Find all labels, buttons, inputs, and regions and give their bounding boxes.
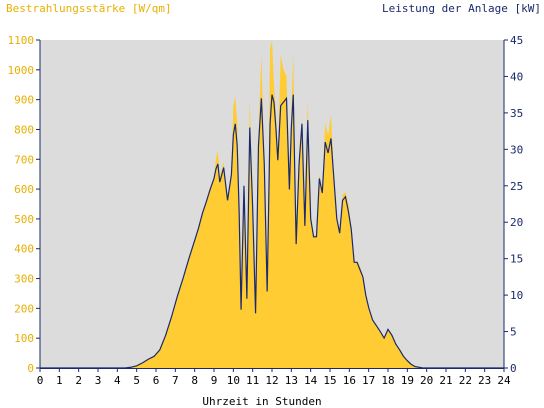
y-right-tick-label: 10: [510, 289, 523, 302]
x-tick-label: 14: [304, 374, 318, 387]
y-left-tick-label: 1100: [8, 34, 35, 47]
x-tick-label: 19: [401, 374, 414, 387]
y-left-tick-label: 800: [14, 123, 34, 136]
x-tick-label: 22: [459, 374, 472, 387]
y-left-tick-label: 1000: [8, 64, 35, 77]
x-tick-label: 23: [478, 374, 491, 387]
x-tick-label: 9: [211, 374, 218, 387]
y-left-tick-label: 300: [14, 273, 34, 286]
x-tick-label: 2: [75, 374, 82, 387]
y-left-tick-label: 0: [27, 362, 34, 375]
x-tick-label: 21: [439, 374, 452, 387]
axis-ticks: 0 1 2 3 4 5 6 7 8 9 10 11 12 13 14 15 16 17 18 19 20 21 22 23 24…: [8, 34, 524, 387]
y-right-tick-label: 25: [510, 180, 523, 193]
y-right-tick-label: 45: [510, 34, 523, 47]
x-tick-label: 7: [172, 374, 179, 387]
x-tick-label: 24: [497, 374, 511, 387]
x-tick-label: 12: [265, 374, 278, 387]
right-axis-label: Leistung der Anlage [kW]: [382, 2, 541, 15]
x-tick-label: 3: [95, 374, 102, 387]
x-tick-label: 0: [37, 374, 44, 387]
y-right-tick-label: 35: [510, 107, 523, 120]
x-tick-label: 15: [323, 374, 336, 387]
x-tick-label: 10: [227, 374, 240, 387]
y-left-tick-label: 400: [14, 243, 34, 256]
y-right-tick-label: 5: [510, 326, 517, 339]
x-tick-label: 20: [420, 374, 433, 387]
y-left-tick-label: 900: [14, 94, 34, 107]
y-right-tick-label: 30: [510, 143, 523, 156]
x-tick-label: 11: [246, 374, 259, 387]
x-tick-label: 8: [191, 374, 198, 387]
y-left-tick-label: 600: [14, 183, 34, 196]
irradiance-area-series: [40, 40, 504, 368]
x-axis-label: Uhrzeit in Stunden: [202, 395, 321, 408]
x-tick-label: 13: [285, 374, 298, 387]
y-left-tick-label: 200: [14, 302, 34, 315]
x-tick-label: 17: [362, 374, 375, 387]
y-right-tick-label: 15: [510, 253, 523, 266]
y-right-tick-label: 40: [510, 70, 523, 83]
y-left-tick-label: 700: [14, 153, 34, 166]
chart-marks: [40, 40, 504, 369]
x-tick-label: 1: [56, 374, 63, 387]
x-tick-label: 5: [133, 374, 140, 387]
x-tick-label: 18: [381, 374, 394, 387]
left-axis-label: Bestrahlungsstärke [W/qm]: [6, 2, 172, 15]
x-tick-label: 4: [114, 374, 121, 387]
y-left-tick-label: 100: [14, 332, 34, 345]
power-line-series: [40, 94, 504, 369]
x-tick-label: 16: [343, 374, 356, 387]
y-right-tick-label: 20: [510, 216, 523, 229]
x-tick-label: 6: [153, 374, 160, 387]
y-left-tick-label: 500: [14, 213, 34, 226]
y-right-tick-label: 0: [510, 362, 517, 375]
